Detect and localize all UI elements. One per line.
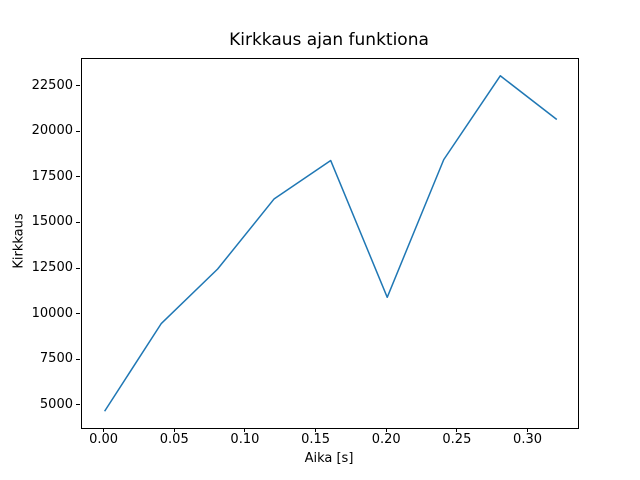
x-axis-label: Aika [s] [304, 451, 354, 466]
y-tick-mark [76, 130, 80, 132]
x-tick-label: 0.20 [371, 432, 401, 447]
y-tick-mark [76, 176, 80, 178]
line-series [103, 75, 558, 412]
y-tick-label: 15000 [31, 214, 73, 230]
y-tick-label: 7500 [39, 351, 73, 367]
y-tick-label: 10000 [31, 305, 73, 321]
x-tick-mark [315, 428, 317, 432]
x-tick-mark [173, 428, 175, 432]
x-tick-label: 0.15 [301, 432, 331, 447]
y-tick-mark [76, 358, 80, 360]
x-tick-mark [456, 428, 458, 432]
x-tick-label: 0.10 [230, 432, 260, 447]
line-chart-canvas [103, 75, 558, 412]
x-tick-mark [103, 428, 105, 432]
y-tick-mark [76, 404, 80, 406]
x-tick-label: 0.05 [159, 432, 189, 447]
y-tick-mark [76, 85, 80, 87]
y-tick-mark [76, 267, 80, 269]
x-tick-mark [244, 428, 246, 432]
x-tick-label: 0.25 [442, 432, 472, 447]
x-tick-mark [527, 428, 529, 432]
y-tick-label: 12500 [31, 260, 73, 276]
plot-area [81, 58, 579, 429]
x-tick-label: 0.30 [513, 432, 542, 447]
chart-title: Kirkkaus ajan funktiona [229, 30, 429, 50]
y-tick-label: 20000 [31, 123, 73, 139]
y-tick-mark [76, 313, 80, 315]
y-tick-label: 5000 [39, 396, 73, 412]
y-tick-mark [76, 221, 80, 223]
y-tick-label: 22500 [31, 77, 73, 93]
x-tick-mark [385, 428, 387, 432]
y-tick-label: 17500 [31, 168, 73, 184]
x-tick-label: 0.00 [89, 432, 119, 447]
